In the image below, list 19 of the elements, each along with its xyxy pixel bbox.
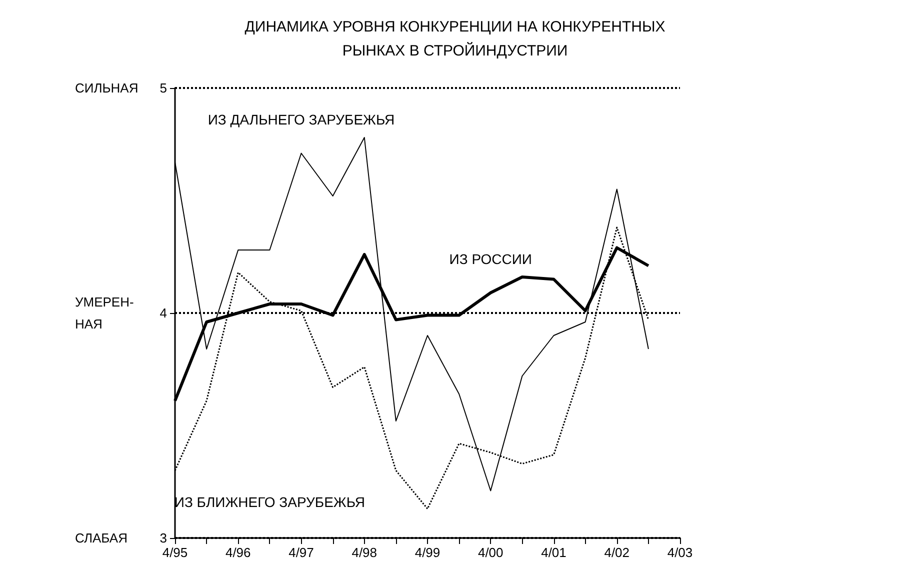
x-tick-label: 4/96 <box>225 545 251 560</box>
series-label: ИЗ РОССИИ <box>449 251 532 267</box>
x-tick-label: 4/03 <box>667 545 693 560</box>
x-tick-label: 4/98 <box>352 545 378 560</box>
y-tick-label: 4 <box>160 306 167 320</box>
x-tick-label: 4/99 <box>414 545 440 560</box>
x-tick-label: 4/01 <box>541 545 566 560</box>
text: СИЛЬНАЯ <box>75 80 138 96</box>
x-tick-label: 4/97 <box>288 545 314 560</box>
x-tick-label: 4/00 <box>478 545 504 560</box>
chart-title: ДИНАМИКА УРОВНЯ КОНКУРЕНЦИИ НА КОНКУРЕНТНЫХ РЫНКАХ В СТРОЙИНДУСТРИИ <box>244 18 666 60</box>
y-tick-label: 3 <box>160 530 167 546</box>
text: СЛАБАЯ <box>75 530 128 546</box>
text: ИЗ ДАЛЬНЕГО ЗАРУБЕЖЬЯ <box>208 112 395 128</box>
y-tick-label: 5 <box>160 80 167 96</box>
x-tick-label: 4/95 <box>162 545 188 560</box>
x-tick-label: 4/02 <box>604 545 630 560</box>
series-label: ИЗ БЛИЖНЕГО ЗАРУБЕЖЬЯ <box>174 494 366 510</box>
text: УМЕРЕН- НАЯ <box>75 294 134 332</box>
